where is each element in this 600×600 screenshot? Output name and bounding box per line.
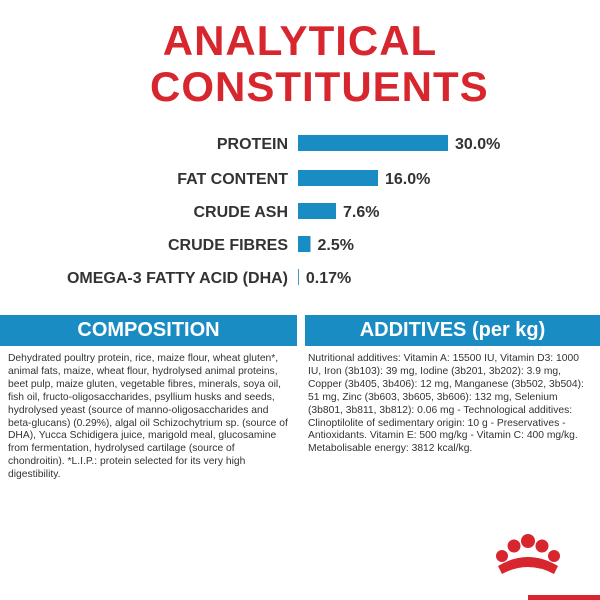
bar	[298, 135, 448, 151]
value-label: 2.5%	[318, 237, 354, 254]
bar	[298, 170, 378, 186]
composition-title: COMPOSITION	[0, 315, 297, 346]
category-label: PROTEIN	[217, 136, 288, 153]
category-label: FAT CONTENT	[177, 171, 288, 188]
additives-text: Nutritional additives: Vitamin A: 15500 …	[308, 353, 584, 455]
value-label: 30.0%	[455, 136, 500, 153]
bar	[298, 203, 336, 219]
value-label: 16.0%	[385, 171, 430, 188]
bar	[298, 236, 311, 252]
category-label: CRUDE FIBRES	[168, 237, 288, 254]
value-label: 0.17%	[306, 270, 351, 287]
bar	[298, 269, 299, 285]
category-label: OMEGA-3 FATTY ACID (DHA)	[67, 270, 288, 287]
logo	[496, 534, 600, 600]
category-label: CRUDE ASH	[193, 204, 288, 221]
composition-text: Dehydrated poultry protein, rice, maize …	[8, 353, 288, 481]
additives-title: ADDITIVES (per kg)	[305, 315, 600, 346]
chart: PROTEIN 30.0% FAT CONTENT 16.0% CRUDE ASH 7.6…	[67, 135, 500, 287]
chart-title: ANALYTICAL CONSTITUENTS	[150, 17, 489, 110]
value-label: 7.6%	[343, 204, 379, 221]
